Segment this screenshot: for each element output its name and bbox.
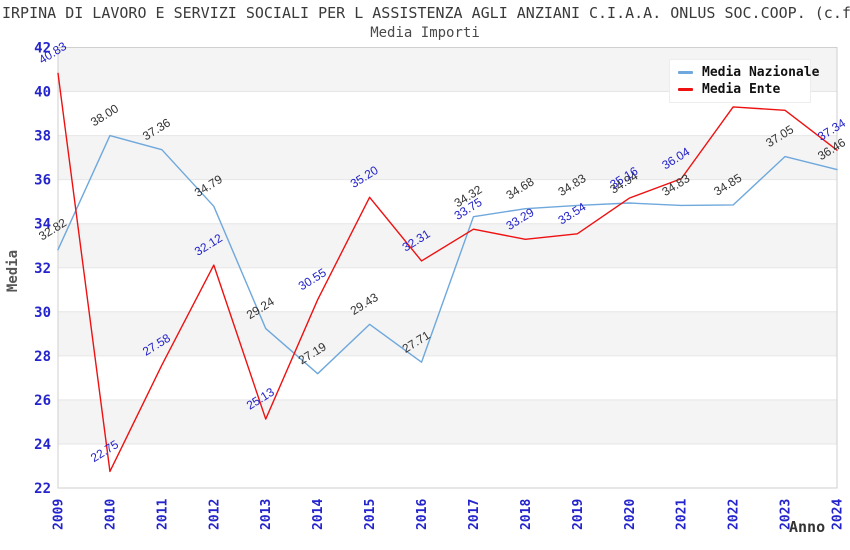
y-tick-label: 22 bbox=[34, 481, 51, 497]
grid-band bbox=[58, 311, 837, 356]
y-tick-label: 40 bbox=[34, 85, 51, 101]
x-axis-label: Anno bbox=[789, 518, 826, 536]
x-tick-label: 2022 bbox=[727, 499, 742, 530]
legend: Media Nazionale Media Ente bbox=[669, 59, 819, 103]
x-tick-label: 2019 bbox=[571, 499, 586, 530]
x-tick-label: 2023 bbox=[779, 499, 794, 530]
x-tick-label: 2020 bbox=[623, 499, 638, 530]
plot-border bbox=[57, 47, 838, 489]
legend-label-media-ente: Media Ente bbox=[702, 82, 781, 97]
y-tick-label: 26 bbox=[34, 393, 51, 409]
x-tick-label: 2012 bbox=[207, 499, 222, 530]
y-axis-label: Media bbox=[5, 249, 22, 293]
x-tick-label: 2021 bbox=[675, 499, 690, 530]
chart-subtitle: Media Importi bbox=[370, 25, 480, 41]
y-tick-label: 30 bbox=[34, 305, 51, 321]
y-tick-label: 36 bbox=[34, 173, 51, 189]
grid-band bbox=[58, 399, 837, 444]
x-tick-label: 2014 bbox=[311, 499, 326, 530]
x-axis-ticks: 2009 2010 2011 2012 2013 2014 2015 2016 2017 2018… bbox=[52, 499, 846, 530]
legend-item-media-nazionale: Media Nazionale bbox=[678, 64, 819, 81]
x-tick-label: 2024 bbox=[831, 499, 846, 530]
x-tick-label: 2018 bbox=[519, 499, 534, 530]
grid-band bbox=[58, 443, 837, 488]
grid-band bbox=[58, 135, 837, 180]
media-nazionale-line-swatch bbox=[678, 71, 693, 74]
x-tick-label: 2010 bbox=[103, 499, 118, 530]
x-tick-label: 2015 bbox=[363, 499, 378, 530]
chart-title: IRPINA DI LAVORO E SERVIZI SOCIALI PER L… bbox=[2, 4, 850, 22]
x-tick-label: 2009 bbox=[52, 499, 67, 530]
y-tick-label: 42 bbox=[34, 41, 51, 57]
y-axis-ticks: 22 24 26 28 30 32 34 36 38 40 42 bbox=[34, 41, 51, 498]
x-tick-label: 2017 bbox=[467, 499, 482, 530]
y-tick-label: 24 bbox=[34, 437, 51, 453]
media-nazionale-line bbox=[57, 134, 838, 375]
x-tick-label: 2011 bbox=[155, 499, 170, 530]
y-tick-label: 32 bbox=[34, 261, 51, 277]
legend-label-media-nazionale: Media Nazionale bbox=[702, 65, 820, 80]
grid-band bbox=[58, 355, 837, 400]
legend-item-media-ente: Media Ente bbox=[678, 81, 802, 98]
x-tick-label: 2013 bbox=[259, 499, 274, 530]
grid-band bbox=[58, 179, 837, 224]
y-tick-label: 38 bbox=[34, 129, 51, 145]
media-ente-line bbox=[57, 72, 838, 473]
media-ente-line-swatch bbox=[678, 88, 693, 91]
y-tick-label: 34 bbox=[34, 217, 51, 233]
y-tick-label: 28 bbox=[34, 349, 51, 365]
x-tick-label: 2016 bbox=[415, 499, 430, 530]
